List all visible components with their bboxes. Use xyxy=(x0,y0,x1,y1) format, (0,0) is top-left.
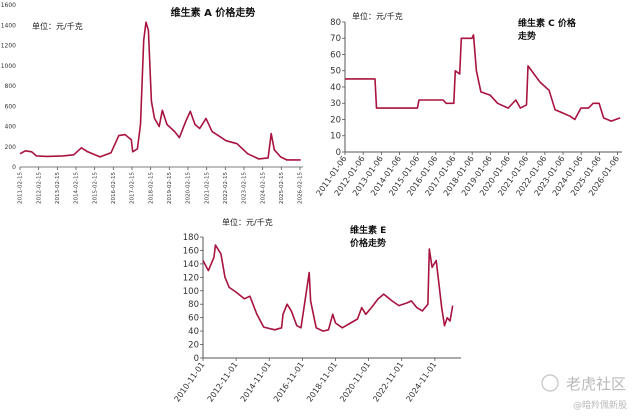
chart-c-y-tick-label: 0 xyxy=(336,148,341,158)
chart-a-x-tick-label: 2014-02-15 xyxy=(74,172,80,204)
chart-e-y-tick-label: 180 xyxy=(183,233,199,243)
chart-a-x-tick-label: 2018-02-15 xyxy=(148,172,154,204)
chart-c-y-tick-label: 50 xyxy=(330,67,341,77)
chart-a-x-tick-label: 2023-02-15 xyxy=(242,172,248,204)
chart-e-y-tick-label: 40 xyxy=(188,327,199,337)
chart-c-title-line1: 维生素 C 价格 xyxy=(518,17,577,29)
chart-c-y-tick-label: 80 xyxy=(330,18,341,28)
chart-e-y-tick-label: 120 xyxy=(183,273,199,283)
chart-e: 单位：元/千克 维生素 E 价格走势 0 20 40 60 80 100 120 140 160… xyxy=(173,217,461,404)
chart-a-y-tick-label: 200 xyxy=(5,144,17,151)
watermark-handle: @暗羚佩新股 xyxy=(573,399,627,411)
chart-e-y-tick-label: 0 xyxy=(194,354,199,364)
chart-c: 单位：元/千克 维生素 C 价格 走势 01020304050607080201… xyxy=(315,11,622,198)
chart-a-x-tick-label: 2021-02-15 xyxy=(204,172,210,204)
chart-e-unit-label: 单位：元/千克 xyxy=(222,217,273,227)
chart-a-unit-label: 单位：元/千克 xyxy=(32,21,83,31)
chart-a-price-line xyxy=(19,21,301,161)
chart-a: 单位：元/千克 维生素 A 价格走势 0 200 400 600 800 1000 1200… xyxy=(1,2,304,204)
chart-a-y-tick-label: 600 xyxy=(5,103,17,110)
chart-e-y-tick-label: 80 xyxy=(188,300,199,310)
chart-c-y-tick-label: 20 xyxy=(330,115,341,125)
chart-a-x-tick-label: 2025-02-15 xyxy=(279,172,285,204)
chart-a-y-tick-label: 1400 xyxy=(1,22,16,29)
chart-c-y-tick-label: 40 xyxy=(330,83,341,93)
chart-a-x-tick-label: 2024-02-15 xyxy=(260,172,266,204)
chart-e-y-tick-label: 20 xyxy=(188,341,199,351)
watermark-brand: 老虎社区 xyxy=(566,375,626,393)
chart-e-price-line xyxy=(202,244,454,332)
chart-e-x-tick-label: 2024-11-01 xyxy=(404,360,438,403)
chart-a-y-tick-label: 1200 xyxy=(1,43,16,50)
chart-e-x-tick-label: 2018-11-01 xyxy=(305,360,339,403)
chart-a-y-tick-label: 1600 xyxy=(1,2,16,9)
chart-e-x-tick-label: 2020-11-01 xyxy=(338,360,372,403)
chart-e-x-tick-label: 2010-11-01 xyxy=(173,360,207,403)
chart-e-title-line2: 价格走势 xyxy=(350,237,386,249)
chart-e-title-line1: 维生素 E xyxy=(350,224,386,236)
chart-a-x-tick-label: 2011-02-15 xyxy=(18,172,24,204)
chart-e-y-tick-label: 60 xyxy=(188,314,199,324)
chart-a-x-tick-label: 2026-02-15 xyxy=(298,172,304,204)
chart-a-x-tick-label: 2020-02-15 xyxy=(186,172,192,204)
chart-e-x-tick-label: 2014-11-01 xyxy=(239,360,273,403)
chart-a-y-tick-label: 800 xyxy=(5,83,17,90)
tiger-logo-icon xyxy=(541,374,559,392)
chart-c-y-tick-label: 60 xyxy=(330,50,341,60)
chart-a-y-tick-label: 1000 xyxy=(1,63,16,70)
watermark: 老虎社区 @暗羚佩新股 xyxy=(541,374,627,411)
chart-e-x-tick-label: 2012-11-01 xyxy=(206,360,240,403)
chart-e-x-tick-label: 2022-11-01 xyxy=(371,360,405,403)
chart-a-x-tick-label: 2022-02-15 xyxy=(223,172,229,204)
chart-c-title-line2: 走势 xyxy=(517,30,536,42)
chart-a-x-tick-label: 2017-02-15 xyxy=(130,172,136,204)
chart-c-price-line xyxy=(345,34,621,122)
chart-c-y-tick-label: 70 xyxy=(330,34,341,44)
chart-e-y-tick-label: 140 xyxy=(183,260,199,270)
chart-c-unit-label: 单位：元/千克 xyxy=(352,11,403,21)
chart-a-x-tick-label: 2019-02-15 xyxy=(167,172,173,204)
chart-a-x-tick-label: 2012-02-15 xyxy=(36,172,42,204)
chart-a-y-tick-label: 0 xyxy=(12,164,16,171)
chart-a-x-tick-label: 2013-02-15 xyxy=(55,172,61,204)
chart-a-y-tick-label: 400 xyxy=(5,124,17,131)
chart-e-y-tick-label: 100 xyxy=(183,287,199,297)
chart-a-x-tick-label: 2016-02-15 xyxy=(111,172,117,204)
chart-a-title: 维生素 A 价格走势 xyxy=(171,6,256,19)
chart-e-x-tick-label: 2016-11-01 xyxy=(272,360,306,403)
chart-c-y-tick-label: 10 xyxy=(330,132,341,142)
chart-a-x-tick-label: 2015-02-15 xyxy=(92,172,98,204)
chart-c-y-tick-label: 30 xyxy=(330,99,341,109)
chart-e-y-tick-label: 160 xyxy=(183,246,199,256)
